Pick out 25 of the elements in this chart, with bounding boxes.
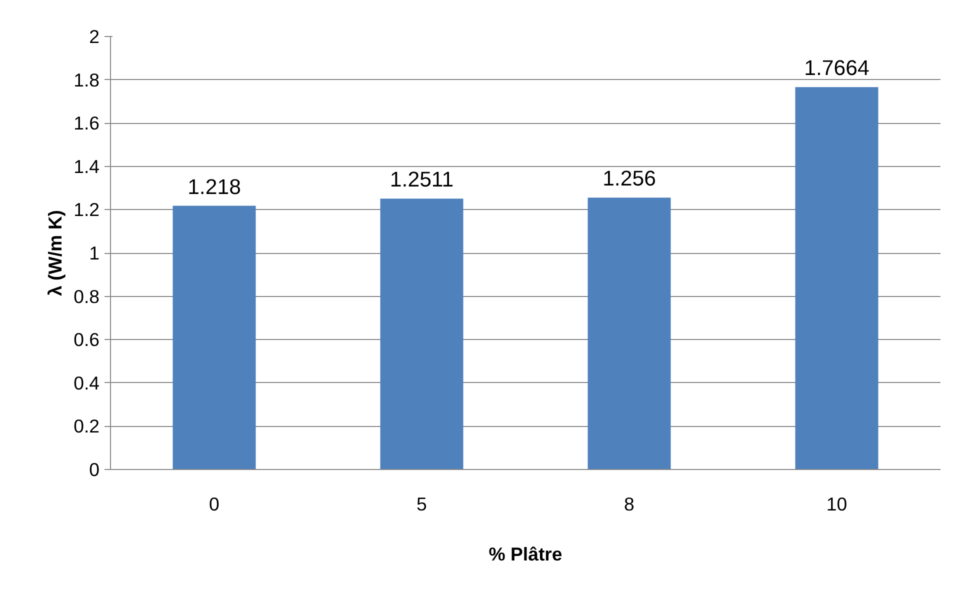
y-tick-label: 0.2: [74, 416, 100, 437]
x-tick-label: 0: [209, 494, 220, 514]
x-axis-title: % Plâtre: [488, 544, 562, 564]
y-tick-label: 1.4: [74, 156, 100, 177]
bar: [795, 87, 878, 470]
data-label: 1.256: [602, 166, 656, 191]
data-label: 1.7664: [804, 56, 870, 80]
data-label: 1.2511: [390, 168, 454, 192]
y-tick-label: 1.8: [74, 69, 100, 90]
y-tick-label: 0.4: [74, 372, 100, 394]
y-tick-label: 0.6: [74, 329, 100, 350]
bar: [172, 206, 256, 470]
y-tick-label: 1.2: [74, 199, 100, 220]
bar: [380, 198, 464, 470]
x-tick-label: 10: [826, 494, 848, 514]
x-tick-label: 5: [416, 494, 427, 514]
y-tick-label: 0.8: [74, 286, 100, 307]
y-tick-label: 0: [89, 459, 100, 480]
y-axis-title: λ (W/m K): [44, 210, 66, 296]
y-tick-label: 2: [89, 26, 100, 47]
x-tick-label: 8: [624, 494, 634, 514]
y-tick-label: 1: [89, 242, 100, 264]
bar: [588, 198, 671, 470]
y-tick-label: 1.6: [74, 112, 100, 134]
data-label: 1.218: [188, 174, 241, 199]
